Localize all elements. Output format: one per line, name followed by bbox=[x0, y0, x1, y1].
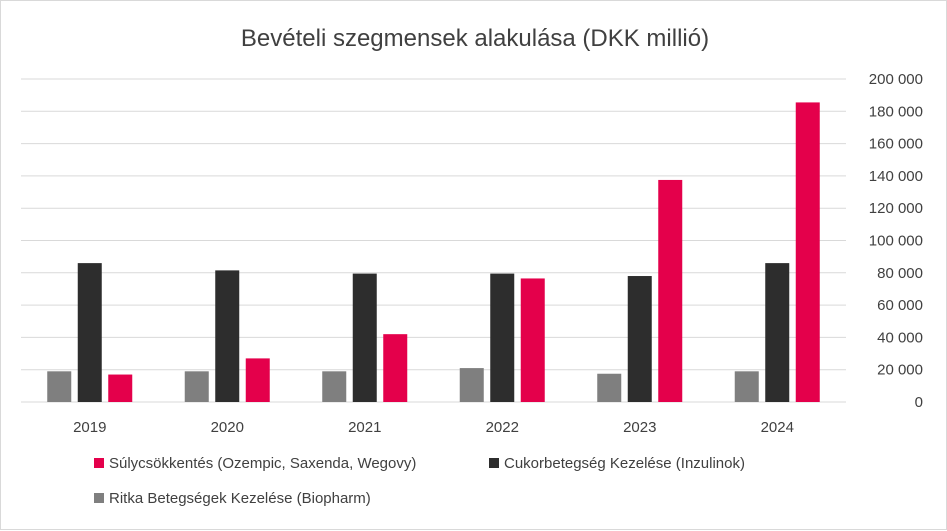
bar-2024-series-1 bbox=[765, 263, 790, 402]
x-axis-ticks: 2019 2020 2021 2022 2023 2024 bbox=[73, 419, 794, 436]
x-tick-label: 2020 bbox=[211, 419, 244, 436]
x-tick-label: 2023 bbox=[623, 419, 656, 436]
gridlines bbox=[21, 78, 846, 403]
legend-swatch bbox=[94, 493, 104, 503]
bar-2023-series-1 bbox=[627, 276, 652, 402]
y-tick-label: 200 000 bbox=[869, 71, 923, 88]
bar-2022-series-0 bbox=[459, 368, 484, 402]
bar-2019-series-2 bbox=[108, 374, 133, 402]
bar-2021-series-0 bbox=[322, 371, 347, 402]
legend-label: Súlycsökkentés (Ozempic, Saxenda, Wegovy… bbox=[109, 455, 416, 472]
bar-2022-series-2 bbox=[520, 278, 545, 402]
y-tick-label: 180 000 bbox=[869, 103, 923, 120]
bar-2019-series-1 bbox=[77, 263, 102, 402]
y-tick-label: 100 000 bbox=[869, 233, 923, 250]
x-tick-label: 2021 bbox=[348, 419, 381, 436]
bar-2020-series-1 bbox=[215, 270, 240, 402]
x-tick-label: 2019 bbox=[73, 419, 106, 436]
y-tick-label: 120 000 bbox=[869, 200, 923, 217]
legend-swatch bbox=[94, 458, 104, 468]
x-tick-label: 2022 bbox=[486, 419, 519, 436]
y-axis-ticks: 0 20 000 40 000 60 000 80 000 100 000 120 000 1… bbox=[869, 71, 923, 411]
chart-title: Bevételi szegmensek alakulása (DKK milli… bbox=[241, 25, 709, 52]
bar-2021-series-1 bbox=[352, 273, 377, 402]
y-tick-label: 140 000 bbox=[869, 168, 923, 185]
bar-2021-series-2 bbox=[383, 334, 408, 402]
y-tick-label: 20 000 bbox=[877, 362, 923, 379]
x-tick-label: 2024 bbox=[761, 419, 794, 436]
legend-swatch bbox=[489, 458, 499, 468]
legend: Súlycsökkentés (Ozempic, Saxenda, Wegovy… bbox=[94, 455, 745, 507]
bar-2024-series-0 bbox=[734, 371, 759, 402]
y-tick-label: 40 000 bbox=[877, 329, 923, 346]
legend-label: Ritka Betegségek Kezelése (Biopharm) bbox=[109, 490, 371, 507]
y-tick-label: 80 000 bbox=[877, 265, 923, 282]
bar-2022-series-1 bbox=[490, 273, 515, 402]
bar-2023-series-2 bbox=[658, 179, 683, 402]
bars bbox=[47, 102, 820, 402]
y-tick-label: 160 000 bbox=[869, 136, 923, 153]
bar-2020-series-2 bbox=[245, 358, 270, 402]
y-tick-label: 0 bbox=[915, 394, 923, 411]
bar-2024-series-2 bbox=[795, 102, 820, 402]
bar-2023-series-0 bbox=[597, 373, 622, 402]
y-tick-label: 60 000 bbox=[877, 297, 923, 314]
legend-label: Cukorbetegség Kezelése (Inzulinok) bbox=[504, 455, 745, 472]
bar-2020-series-0 bbox=[184, 371, 209, 402]
bar-2019-series-0 bbox=[47, 371, 72, 402]
